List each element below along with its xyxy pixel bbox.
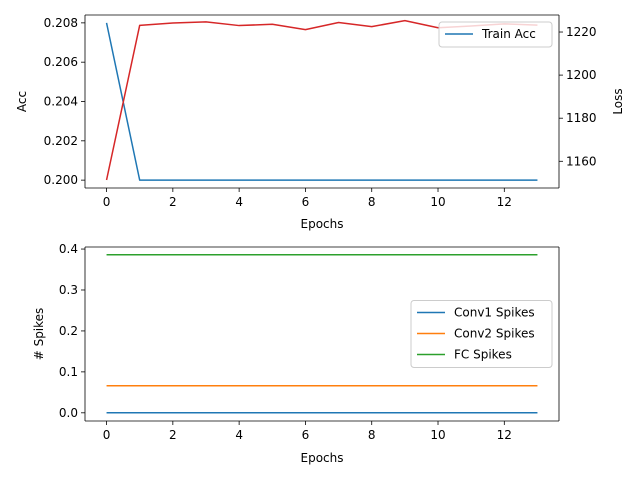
y2-tick-label: 1200	[566, 68, 597, 82]
x-tick-label: 6	[302, 195, 310, 209]
legend-label: FC Spikes	[454, 348, 512, 362]
x-tick-label: 6	[302, 428, 310, 442]
y-tick-label: 0.1	[59, 365, 78, 379]
x-tick-label: 4	[235, 195, 243, 209]
chart-1: 0 2 4 6 8 10 12 0.200 0.202 0.204 0.206 0.208 1160 11…	[15, 14, 625, 231]
x-axis-label: Epochs	[301, 451, 344, 465]
y-tick-label: 0.208	[44, 16, 78, 30]
x-tick-label: 8	[368, 195, 376, 209]
x-tick-label: 10	[430, 428, 445, 442]
legend-label: Train Acc	[481, 27, 536, 41]
y-tick-label: 0.3	[59, 283, 78, 297]
legend-label: Conv1 Spikes	[454, 306, 535, 320]
y-tick-label: 0.200	[44, 173, 78, 187]
y2-axis-label: Loss	[611, 88, 625, 114]
x-axis-label: Epochs	[301, 217, 344, 231]
legend-box	[438, 21, 553, 48]
legend: Train Acc	[438, 21, 553, 48]
y-tick-label: 0.202	[44, 134, 78, 148]
y-tick-label: 0.2	[59, 324, 78, 338]
x-tick-label: 0	[103, 428, 111, 442]
x-tick-label: 2	[169, 428, 177, 442]
y-tick-label: 0.204	[44, 95, 78, 109]
x-tick-label: 2	[169, 195, 177, 209]
y-tick-label: 0.0	[59, 406, 78, 420]
y2-tick-label: 1160	[566, 154, 597, 168]
y2-tick-label: 1220	[566, 25, 597, 39]
legend: Conv1 Spikes Conv2 Spikes FC Spikes	[410, 300, 553, 368]
legend-label: Conv2 Spikes	[454, 327, 535, 341]
x-tick-label: 0	[103, 195, 111, 209]
x-tick-label: 12	[497, 195, 512, 209]
x-tick-label: 10	[430, 195, 445, 209]
chart-2: 0 2 4 6 8 10 12 0.0 0.1 0.2 0.3 0.4 Epochs # Spikes Co…	[32, 242, 560, 465]
series-line-1	[105, 22, 538, 181]
legend-box	[410, 300, 553, 368]
x-tick-label: 8	[368, 428, 376, 442]
y-axis-label: # Spikes	[32, 308, 46, 361]
y-axis-label: Acc	[15, 91, 29, 112]
y-tick-label: 0.4	[59, 242, 78, 256]
y2-tick-label: 1180	[566, 111, 597, 125]
y-tick-label: 0.206	[44, 55, 78, 69]
x-tick-label: 12	[497, 428, 512, 442]
x-tick-label: 4	[235, 428, 243, 442]
